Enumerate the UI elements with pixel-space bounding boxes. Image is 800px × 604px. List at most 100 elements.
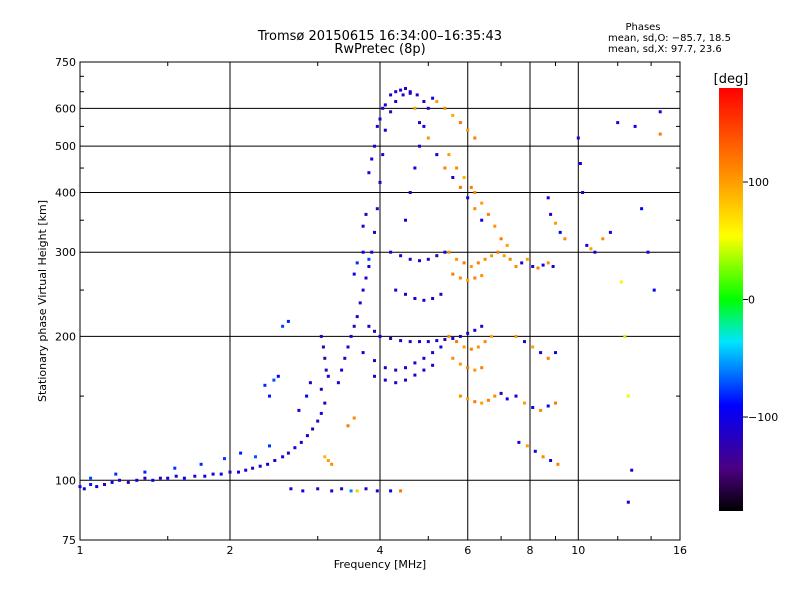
data-point (549, 459, 553, 462)
data-point (394, 100, 398, 103)
data-point (228, 470, 232, 474)
data-point (166, 476, 170, 480)
data-point (276, 374, 280, 378)
data-point (473, 276, 477, 280)
data-point (316, 487, 320, 491)
data-point (114, 472, 118, 476)
data-point (268, 444, 271, 448)
data-point (523, 401, 526, 405)
data-point (462, 345, 466, 349)
data-point (340, 368, 344, 372)
data-point (435, 254, 439, 258)
data-point (143, 470, 147, 474)
data-point (394, 90, 398, 94)
data-point (589, 247, 593, 251)
data-point (219, 472, 223, 476)
data-point (422, 298, 426, 302)
data-point (451, 113, 455, 117)
data-point (268, 394, 271, 398)
data-point (646, 250, 650, 254)
data-point (399, 254, 403, 258)
data-point (483, 257, 487, 261)
phase-box-heading: Phases (625, 22, 660, 33)
data-point (466, 366, 470, 370)
data-point (447, 334, 451, 338)
data-point (439, 345, 443, 349)
y-tick-label: 75 (62, 534, 76, 547)
data-point (367, 257, 371, 261)
data-point (352, 272, 356, 276)
data-point (404, 378, 407, 382)
data-point (473, 136, 477, 140)
data-point (502, 254, 506, 258)
data-point (493, 224, 497, 228)
chart-title: Tromsø 20150615 16:34:00–16:35:43 (257, 29, 502, 44)
data-point (330, 462, 334, 466)
data-point (554, 351, 557, 355)
data-point (422, 368, 426, 372)
data-point (447, 153, 451, 157)
data-point (616, 121, 620, 125)
data-point (349, 334, 353, 338)
data-point (323, 455, 327, 459)
data-point (373, 230, 376, 234)
data-point (443, 166, 447, 170)
data-point (633, 124, 637, 128)
data-point (531, 265, 535, 268)
data-point (435, 153, 439, 157)
data-point (321, 345, 325, 349)
data-point (375, 489, 379, 493)
data-point (473, 207, 477, 211)
data-point (458, 334, 462, 338)
data-point (118, 478, 121, 482)
data-point (408, 191, 412, 194)
data-point (370, 157, 374, 161)
data-point (541, 455, 545, 459)
data-point (135, 478, 139, 482)
data-point (563, 237, 567, 241)
x-tick-label: 4 (377, 544, 384, 557)
data-point (361, 224, 365, 228)
data-point (182, 476, 186, 480)
data-point (486, 212, 490, 216)
data-point (211, 472, 215, 476)
data-point (239, 451, 243, 455)
data-point (319, 387, 323, 391)
data-point (364, 212, 368, 216)
data-point (95, 485, 99, 489)
data-point (404, 87, 407, 90)
data-point (399, 339, 403, 343)
phase-box-line-o: mean, sd,O: −85.7, 18.5 (608, 33, 731, 44)
data-point (451, 337, 455, 340)
data-point (431, 297, 435, 300)
data-point (451, 356, 455, 360)
y-axis-label: Stationary phase Virtual Height [km] (36, 200, 49, 402)
data-point (551, 265, 555, 268)
data-point (389, 110, 393, 114)
data-point (78, 485, 82, 489)
data-point (319, 334, 323, 338)
data-point (554, 221, 557, 225)
x-tick-label: 10 (571, 544, 585, 557)
data-point (367, 265, 371, 268)
data-point (455, 340, 459, 344)
data-point (401, 93, 405, 97)
data-point (370, 250, 374, 254)
data-point (373, 329, 376, 333)
data-point (355, 261, 359, 265)
data-point (389, 337, 393, 340)
data-point (443, 338, 447, 341)
colorbar (719, 88, 743, 511)
data-point (466, 397, 470, 401)
phase-box-line-x: mean, sd,X: 97.7, 23.6 (608, 44, 722, 55)
data-point (408, 91, 412, 95)
x-tick-labels: 1 2 4 6 8 10 16 (77, 544, 688, 557)
data-point (626, 500, 630, 504)
data-point (525, 444, 529, 448)
data-point (418, 259, 421, 263)
data-point (352, 416, 356, 420)
data-point (435, 339, 439, 343)
data-point (483, 340, 487, 344)
data-point (323, 356, 327, 360)
data-point (431, 96, 435, 100)
